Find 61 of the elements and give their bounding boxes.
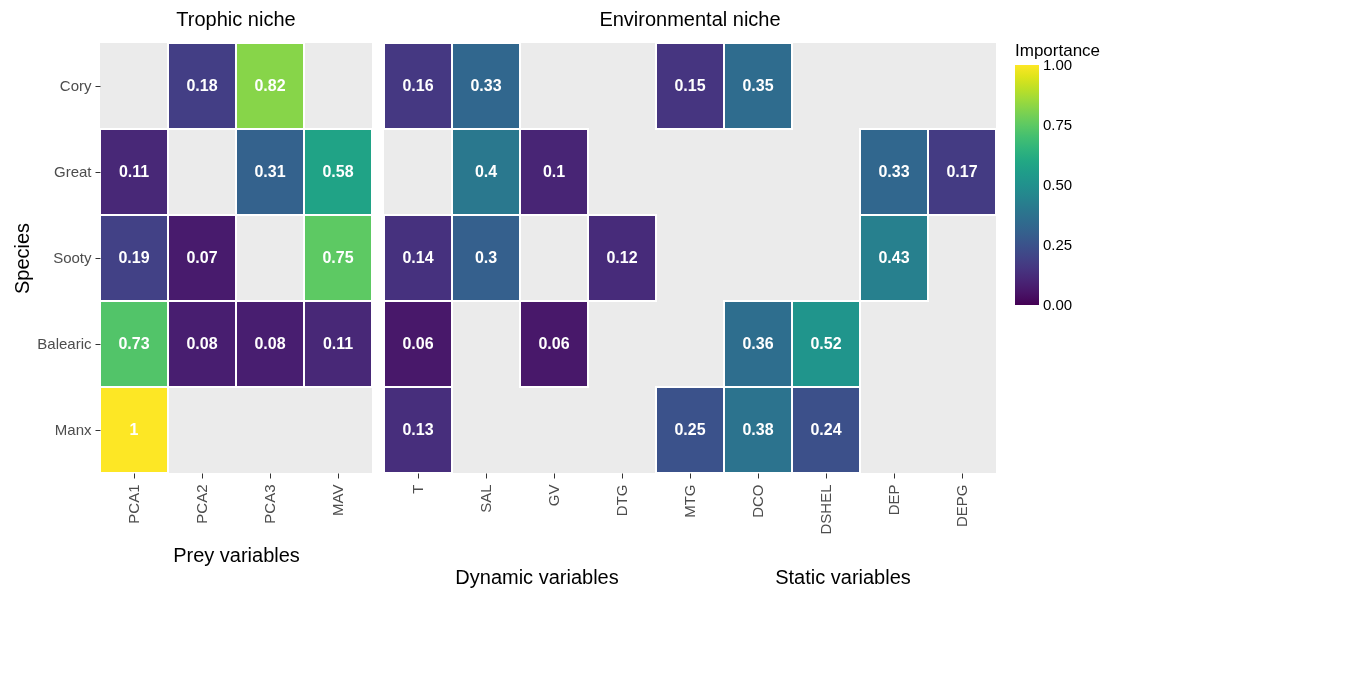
data-label: 0.4 (474, 163, 498, 180)
data-label: 1 (129, 421, 139, 438)
data-label: 0.58 (322, 163, 354, 180)
color-bar-label: 0.25 (1043, 236, 1073, 253)
text: Static variables (775, 566, 911, 588)
data-label: 0.35 (742, 77, 774, 94)
x-axis-title: Prey variables (173, 543, 300, 566)
color-bar-label: 0.00 (1043, 296, 1073, 313)
x-tick-label: DCO (749, 484, 766, 518)
data-label: 0.52 (810, 335, 842, 352)
x-tick-label: PCA2 (193, 484, 210, 524)
data-label: 0.12 (606, 249, 638, 266)
x-tick-label: DTG (613, 484, 630, 517)
y-tick-label: Cory (59, 77, 92, 94)
x-tick-label: T (409, 484, 426, 494)
data-label: 0.82 (254, 77, 286, 94)
data-label: 0.13 (402, 421, 434, 438)
data-label: 0.33 (878, 163, 910, 180)
data-label: 0.19 (118, 249, 150, 266)
x-tick-label: DEPG (953, 484, 970, 528)
data-label: 0.06 (538, 335, 570, 352)
data-label: 0.33 (470, 77, 502, 94)
data-label: 0.11 (118, 163, 150, 180)
data-label: 0.43 (878, 249, 910, 266)
chart-title: Trophic niche (176, 8, 296, 30)
data-label: 0.73 (118, 335, 150, 352)
y-tick-label: Manx (54, 421, 92, 438)
x-tick-label: SAL (477, 484, 494, 513)
x-tick-label: PCA3 (261, 484, 278, 524)
x-tick-label: DSHEL (817, 484, 834, 535)
text: Dynamic variables (455, 566, 619, 588)
y-tick-label: Balearic (37, 335, 92, 352)
data-label: 0.17 (946, 163, 978, 180)
data-label: 0.75 (322, 249, 354, 266)
x-tick-label: MAV (329, 484, 346, 516)
data-label: 0.36 (742, 335, 774, 352)
x-tick-label: MTG (681, 484, 698, 518)
y-axis-title: Species (11, 222, 34, 295)
y-tick-label: Sooty (53, 249, 92, 266)
color-bar-label: 0.75 (1043, 116, 1073, 133)
chart-title: Environmental niche (599, 8, 781, 30)
color-bar-label: 0.50 (1043, 176, 1073, 193)
data-label: 0.16 (402, 77, 434, 94)
data-label: 0.06 (402, 335, 434, 352)
data-label: 0.07 (186, 249, 218, 266)
data-label: 0.08 (254, 335, 286, 352)
data-label: 0.3 (474, 249, 498, 266)
y-tick-label: Great (53, 163, 93, 180)
data-label: 0.15 (674, 77, 706, 94)
data-label: 0.08 (186, 335, 218, 352)
x-tick-label: DEP (885, 484, 902, 516)
data-label: 0.31 (254, 163, 286, 180)
data-label: 0.18 (186, 77, 218, 94)
data-label: 0.1 (542, 163, 566, 180)
x-tick-label: PCA1 (125, 484, 142, 524)
data-label: 0.14 (402, 249, 434, 266)
data-label: 0.24 (810, 421, 842, 438)
data-label: 0.11 (322, 335, 354, 352)
data-label: 0.25 (674, 421, 706, 438)
x-tick-label: GV (545, 484, 562, 507)
data-label: 0.38 (742, 421, 774, 438)
